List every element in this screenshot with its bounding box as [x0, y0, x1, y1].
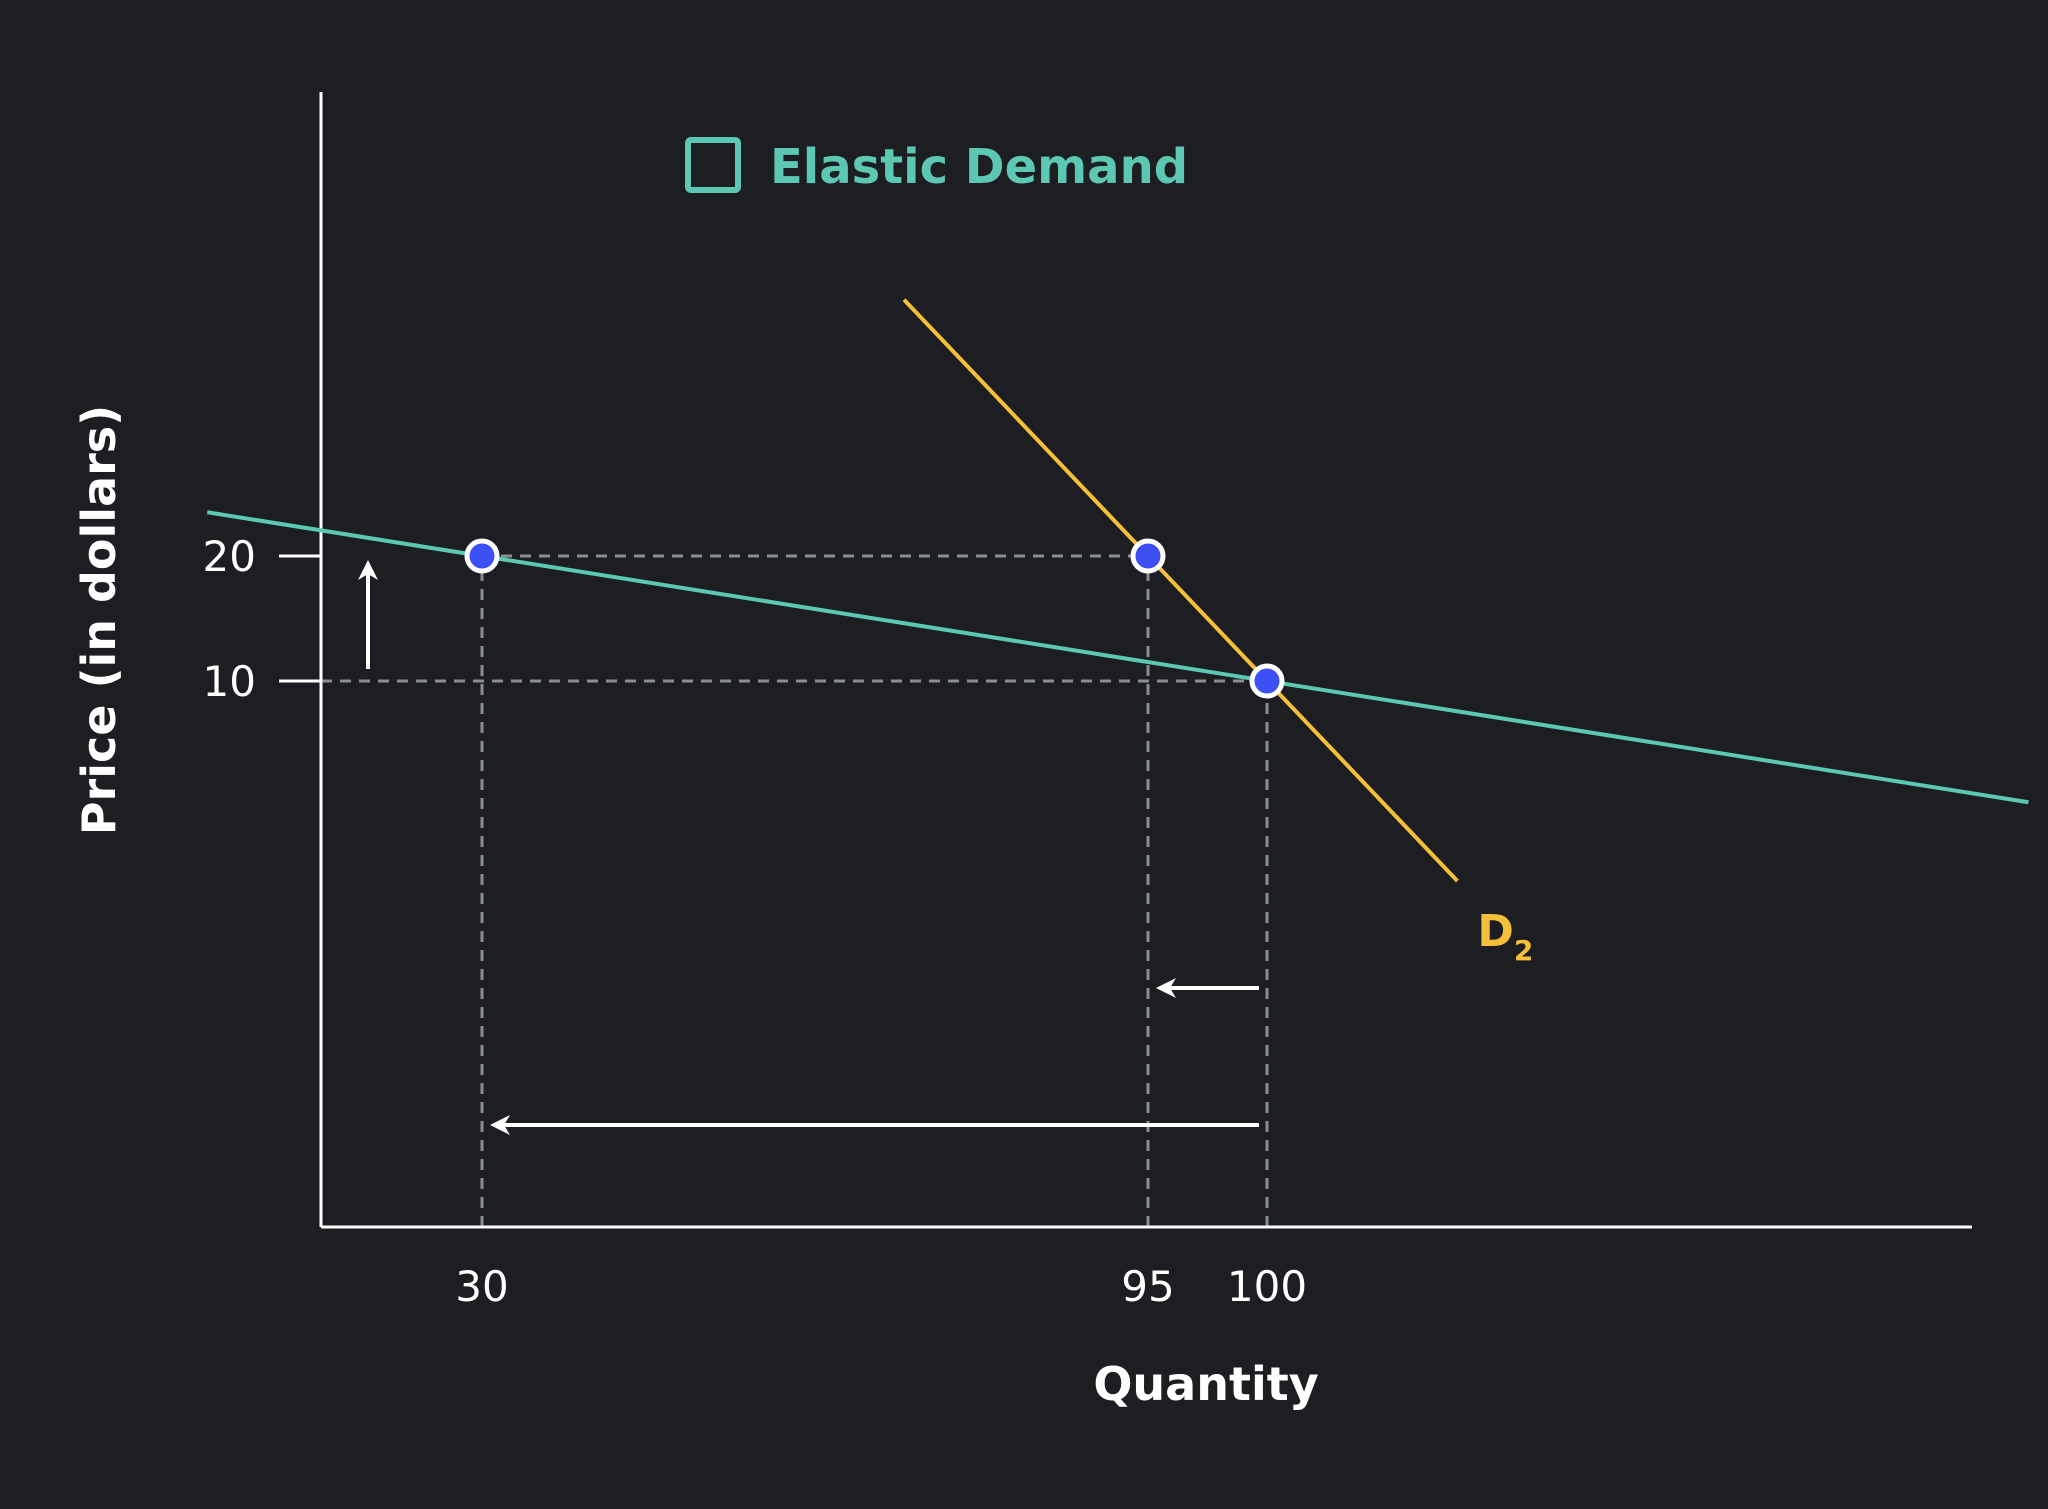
demand-curve-1: [206, 510, 2029, 805]
legend: Elastic Demand: [685, 137, 1188, 195]
curve-label-2: D2: [1477, 906, 1533, 967]
y-tick-label: 20: [203, 532, 256, 581]
axes: 20 10 30 95 100: [203, 92, 1972, 1311]
highlighted-points: [464, 538, 1285, 699]
y-axis-title: Price (in dollars): [72, 405, 126, 835]
legend-marker: [685, 137, 741, 193]
x-axis-title: Quantity: [1093, 1357, 1318, 1411]
curve-label-subscript: 2: [1514, 934, 1533, 967]
x-tick-label: 30: [455, 1262, 508, 1311]
x-tick-label: 95: [1121, 1262, 1174, 1311]
x-tick-label: 100: [1227, 1262, 1307, 1311]
demand-curves: D1D2: [206, 298, 2029, 967]
data-point: [464, 538, 500, 574]
data-point: [1249, 663, 1285, 699]
y-tick-label: 10: [203, 657, 256, 706]
demand-curve-2: [902, 298, 1459, 883]
legend-label: Elastic Demand: [770, 139, 1188, 195]
data-point: [1130, 538, 1166, 574]
guide-lines: [321, 554, 1269, 1227]
shift-arrows: [358, 560, 1259, 1135]
